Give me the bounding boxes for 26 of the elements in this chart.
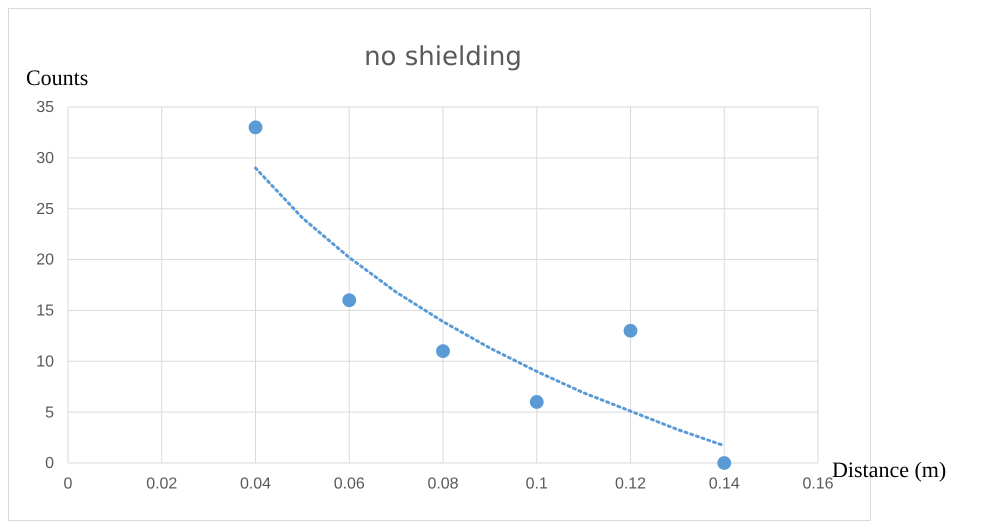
x-axis-title: Distance (m)	[832, 457, 946, 482]
x-tick-label: 0.04	[240, 475, 272, 492]
y-axis-title: Counts	[26, 65, 88, 90]
y-tick-label: 25	[36, 200, 54, 218]
point	[717, 456, 732, 470]
point	[530, 395, 544, 409]
x-tick-label: 0.16	[802, 475, 834, 492]
x-tick-label: 0.06	[334, 475, 365, 492]
x-tick-label: 0.12	[614, 475, 646, 492]
y-tick-label: 30	[36, 150, 54, 167]
x-tick-label: 0.02	[146, 475, 178, 492]
x-tick-label: 0	[64, 475, 73, 492]
x-tick-label: 0.1	[526, 475, 548, 492]
point	[436, 344, 450, 358]
point	[342, 293, 356, 308]
y-tick-label: 10	[36, 353, 54, 370]
chart-title: no shielding	[364, 42, 522, 72]
point	[248, 120, 262, 134]
x-tick-label: 0.08	[427, 475, 459, 492]
y-tick-label: 35	[36, 99, 54, 116]
x-tick-label: 0.14	[708, 475, 740, 492]
y-tick-label: 0	[45, 455, 54, 472]
y-tick-label: 15	[36, 302, 54, 320]
y-tick-label: 5	[45, 404, 54, 422]
y-tick-label: 20	[36, 252, 54, 269]
point	[624, 324, 638, 338]
